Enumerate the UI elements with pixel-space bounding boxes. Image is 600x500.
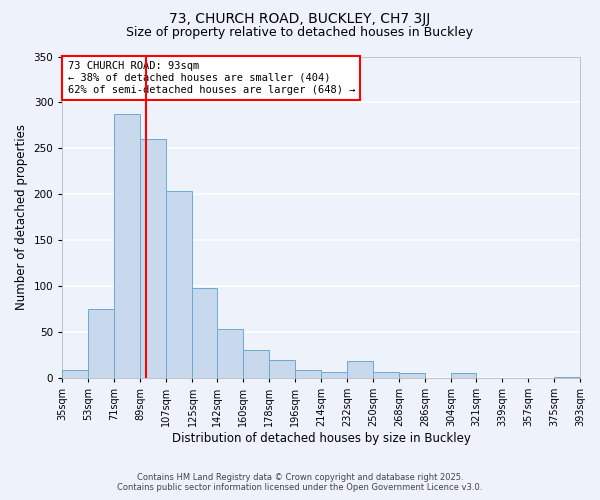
Bar xyxy=(193,288,217,378)
Bar xyxy=(347,360,373,378)
Bar xyxy=(451,374,476,378)
Y-axis label: Number of detached properties: Number of detached properties xyxy=(15,124,28,310)
Bar xyxy=(321,372,347,378)
Text: Contains HM Land Registry data © Crown copyright and database right 2025.
Contai: Contains HM Land Registry data © Crown c… xyxy=(118,473,482,492)
Text: Size of property relative to detached houses in Buckley: Size of property relative to detached ho… xyxy=(127,26,473,39)
Bar xyxy=(62,370,88,378)
Text: 73, CHURCH ROAD, BUCKLEY, CH7 3JJ: 73, CHURCH ROAD, BUCKLEY, CH7 3JJ xyxy=(169,12,431,26)
Bar xyxy=(399,374,425,378)
Text: 73 CHURCH ROAD: 93sqm
← 38% of detached houses are smaller (404)
62% of semi-det: 73 CHURCH ROAD: 93sqm ← 38% of detached … xyxy=(68,62,355,94)
Bar xyxy=(140,139,166,378)
Bar xyxy=(217,330,243,378)
Bar xyxy=(554,377,580,378)
X-axis label: Distribution of detached houses by size in Buckley: Distribution of detached houses by size … xyxy=(172,432,470,445)
Bar xyxy=(373,372,399,378)
Bar xyxy=(166,190,193,378)
Bar xyxy=(243,350,269,378)
Bar xyxy=(269,360,295,378)
Bar xyxy=(115,114,140,378)
Bar xyxy=(88,309,115,378)
Bar xyxy=(295,370,321,378)
